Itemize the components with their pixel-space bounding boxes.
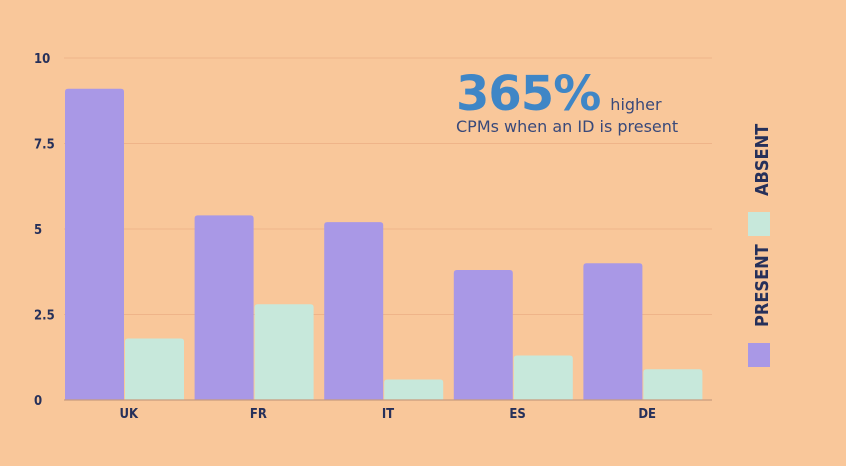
legend-label-present: PRESENT xyxy=(752,244,773,327)
bar-absent-uk xyxy=(125,338,184,400)
bars xyxy=(65,88,703,400)
y-axis-ticks: 0 2.5 5 7.5 10 xyxy=(34,52,55,409)
y-tick-label: 0 xyxy=(34,394,42,409)
legend: ABSENT PRESENT xyxy=(748,124,773,367)
y-tick-label: 10 xyxy=(34,52,50,67)
annotation-stat: 365% higher xyxy=(456,66,662,122)
annotation-subtitle: CPMs when an ID is present xyxy=(456,117,678,136)
legend-label-absent: ABSENT xyxy=(752,124,773,196)
bar-present-fr xyxy=(194,215,254,400)
y-tick-label: 2.5 xyxy=(34,309,55,324)
bar-absent-fr xyxy=(254,304,314,400)
x-axis-ticks: UK FR IT ES DE xyxy=(120,407,657,422)
bar-present-es xyxy=(453,270,513,400)
annotation: 365% higher CPMs when an ID is present xyxy=(456,66,678,136)
x-tick-label: FR xyxy=(250,407,267,422)
annotation-suffix: higher xyxy=(610,95,662,114)
bar-present-uk xyxy=(65,88,124,400)
bar-absent-it xyxy=(384,379,444,400)
bar-present-it xyxy=(324,222,384,400)
legend-swatch-absent xyxy=(748,212,770,236)
bar-absent-es xyxy=(513,355,573,400)
x-tick-label: IT xyxy=(382,407,394,422)
legend-swatch-present xyxy=(748,343,770,367)
x-tick-label: DE xyxy=(638,407,656,422)
annotation-big-number: 365% xyxy=(456,66,600,122)
x-tick-label: ES xyxy=(509,407,525,422)
y-tick-label: 5 xyxy=(34,223,42,238)
bar-absent-de xyxy=(643,369,703,400)
x-tick-label: UK xyxy=(120,407,139,422)
bar-present-de xyxy=(583,263,643,400)
y-tick-label: 7.5 xyxy=(34,138,55,153)
